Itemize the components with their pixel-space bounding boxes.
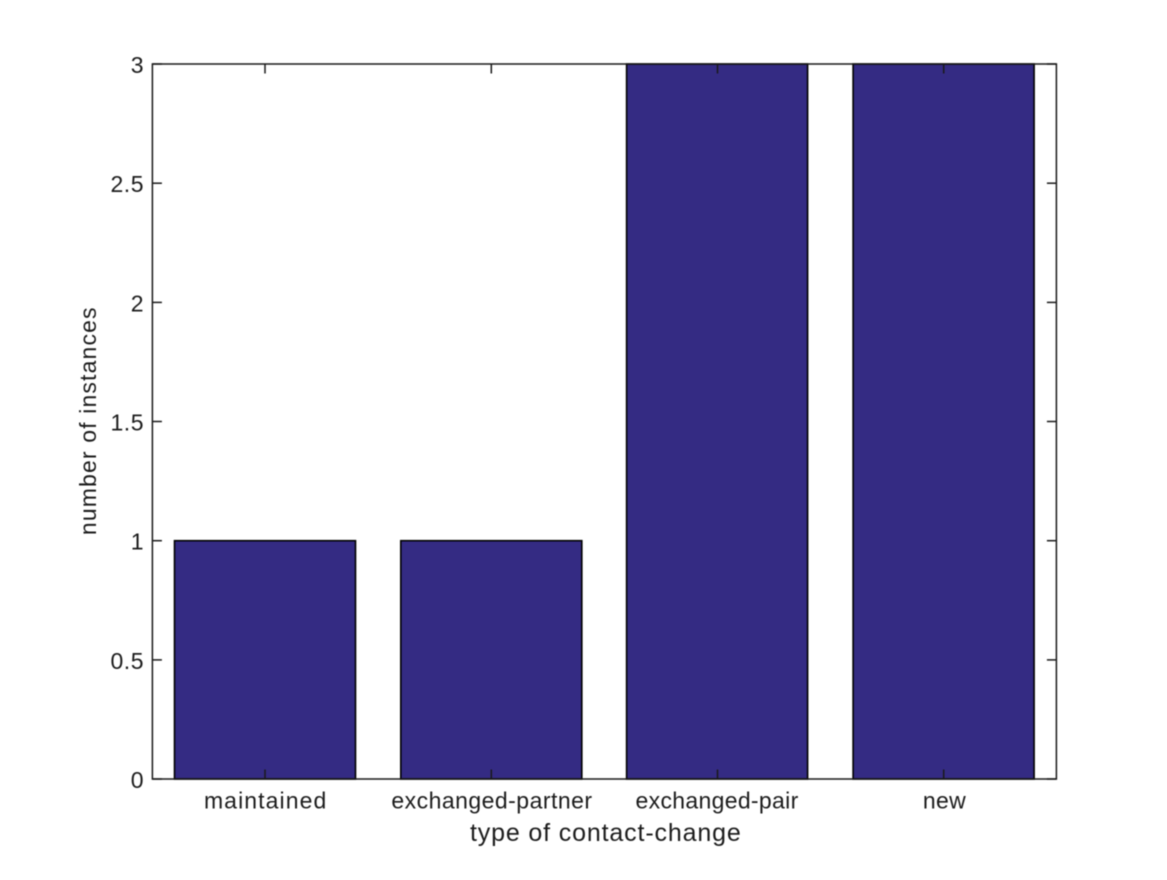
svg-text:0: 0 — [131, 767, 144, 793]
svg-text:exchanged-partner: exchanged-partner — [391, 788, 592, 814]
svg-text:exchanged-pair: exchanged-pair — [636, 788, 799, 814]
svg-text:maintained: maintained — [204, 788, 327, 814]
svg-text:2: 2 — [131, 290, 144, 316]
svg-text:1: 1 — [131, 529, 144, 555]
svg-text:3: 3 — [131, 52, 144, 78]
svg-text:0.5: 0.5 — [111, 648, 144, 674]
svg-text:number of instances: number of instances — [75, 306, 101, 535]
svg-text:type of contact-change: type of contact-change — [470, 819, 742, 847]
svg-text:1.5: 1.5 — [111, 410, 144, 436]
svg-text:new: new — [923, 788, 966, 814]
svg-text:2.5: 2.5 — [111, 171, 144, 197]
